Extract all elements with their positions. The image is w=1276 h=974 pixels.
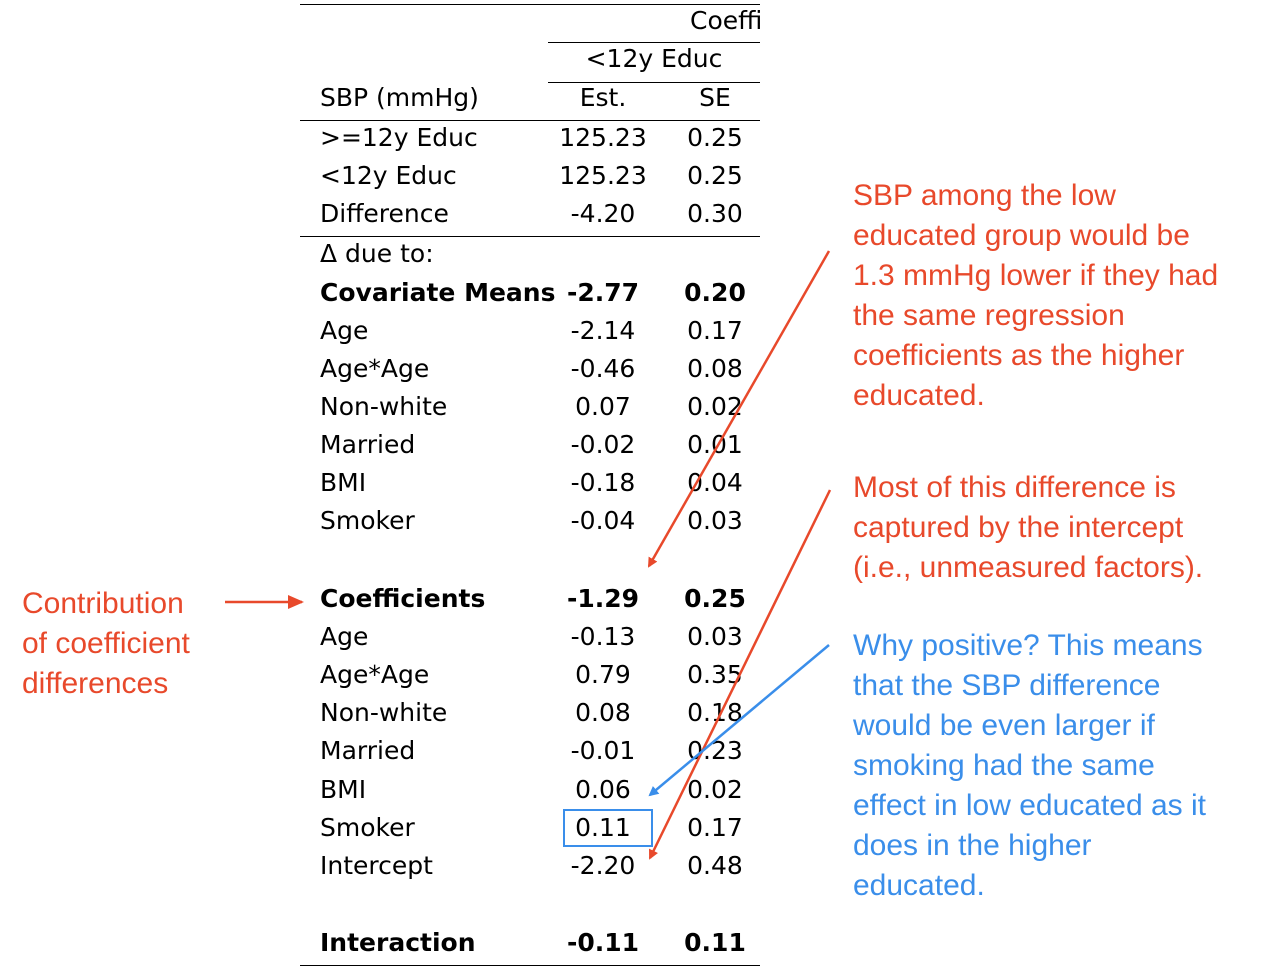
row-label: >=12y Educ — [320, 123, 478, 152]
row-est: 0.08 — [575, 698, 631, 727]
row-label: Age — [320, 622, 369, 651]
row-est: -0.02 — [570, 430, 636, 459]
note-line: coefficients as the higher — [853, 339, 1185, 372]
note-line: does in the higher — [853, 829, 1092, 862]
note-intercept: Most of this difference is captured by t… — [853, 468, 1203, 588]
left-note: Contribution of coefficient differences — [22, 584, 190, 704]
row-se: 0.08 — [687, 354, 743, 383]
header-row-label: SBP (mmHg) — [320, 83, 479, 112]
row-label: Smoker — [320, 506, 415, 535]
note-line: (i.e., unmeasured factors). — [853, 551, 1204, 584]
row-se: 0.25 — [684, 584, 746, 613]
row-est: -2.14 — [570, 316, 636, 345]
header-est: Est. — [579, 83, 627, 112]
smoker-highlight-box — [563, 809, 653, 847]
row-label: Married — [320, 430, 416, 459]
note-line: educated group would be — [853, 219, 1190, 252]
row-est: 0.79 — [575, 660, 631, 689]
row-label: Age — [320, 316, 369, 345]
header-coefficients-partial: Coeffi — [690, 6, 760, 35]
row-se: 0.11 — [684, 928, 746, 957]
row-label: BMI — [320, 468, 367, 497]
header-subgroup-rule — [548, 82, 760, 83]
row-label: Intercept — [320, 851, 433, 880]
row-est: -0.11 — [566, 928, 640, 957]
row-label: Coefficients — [320, 584, 486, 613]
row-est: -2.20 — [570, 851, 636, 880]
row-se: 0.18 — [687, 698, 743, 727]
note-line: that the SBP difference — [853, 669, 1161, 702]
row-est: -0.13 — [570, 622, 636, 651]
row-label: Non-white — [320, 698, 448, 727]
row-est: -1.29 — [566, 584, 640, 613]
note-line: the same regression — [853, 299, 1125, 332]
row-est: -2.77 — [566, 278, 640, 307]
row-se: 0.35 — [687, 660, 743, 689]
note-line: Why positive? This means — [853, 629, 1203, 662]
row-est: 125.23 — [559, 123, 647, 152]
row-se: 0.25 — [687, 161, 743, 190]
note-line: 1.3 mmHg lower if they had — [853, 259, 1219, 292]
row-est: -0.46 — [570, 354, 636, 383]
row-est: 0.06 — [575, 775, 631, 804]
row-est: 125.23 — [559, 161, 647, 190]
note-line: effect in low educated as it — [853, 789, 1206, 822]
arrow-to-intercept — [648, 489, 832, 860]
arrow-to-smoker — [648, 644, 830, 797]
arrow-to-coefficients-total — [647, 250, 831, 568]
row-est: 0.11 — [575, 813, 631, 842]
row-se: 0.17 — [687, 813, 743, 842]
row-est: -4.20 — [570, 199, 636, 228]
header-group-rule — [548, 42, 760, 43]
row-est: 0.07 — [575, 392, 631, 421]
note-line: captured by the intercept — [853, 511, 1184, 544]
row-est: -0.04 — [570, 506, 636, 535]
row-est: -0.18 — [570, 468, 636, 497]
row-se: 0.20 — [684, 278, 746, 307]
table-bottom-rule — [300, 965, 760, 966]
row-se: 0.01 — [687, 430, 743, 459]
row-est: -0.01 — [570, 736, 636, 765]
section-rule — [300, 236, 760, 237]
note-line: Most of this difference is — [853, 471, 1176, 504]
row-se: 0.48 — [687, 851, 743, 880]
row-label: Smoker — [320, 813, 415, 842]
note-line: SBP among the low — [853, 179, 1116, 212]
note-sbp-lower: SBP among the low educated group would b… — [853, 176, 1218, 416]
row-label: Covariate Means — [320, 278, 556, 307]
row-label: <12y Educ — [320, 161, 457, 190]
note-line: educated. — [853, 869, 985, 902]
note-line: educated. — [853, 379, 985, 412]
note-line: of coefficient — [22, 627, 190, 660]
note-line: differences — [22, 667, 169, 700]
note-line: would be even larger if — [853, 709, 1155, 742]
row-se: 0.03 — [687, 506, 743, 535]
header-group: <12y Educ — [585, 44, 723, 73]
row-se: 0.17 — [687, 316, 743, 345]
row-label: Δ due to: — [320, 239, 434, 268]
row-se: 0.02 — [687, 775, 743, 804]
row-label: Interaction — [320, 928, 476, 957]
row-se: 0.03 — [687, 622, 743, 651]
regression-table: Coeffi <12y Educ SBP (mmHg) Est. SE >=12… — [300, 0, 760, 974]
row-se: 0.25 — [687, 123, 743, 152]
row-label: Age*Age — [320, 354, 430, 383]
header-se: SE — [699, 83, 731, 112]
note-line: Contribution — [22, 587, 184, 620]
row-label: BMI — [320, 775, 367, 804]
row-label: Age*Age — [320, 660, 430, 689]
note-line: smoking had the same — [853, 749, 1155, 782]
row-label: Difference — [320, 199, 449, 228]
row-se: 0.30 — [687, 199, 743, 228]
note-why-positive: Why positive? This means that the SBP di… — [853, 626, 1206, 906]
row-label: Married — [320, 736, 416, 765]
table-top-rule — [300, 4, 760, 5]
header-bottom-rule — [300, 120, 760, 121]
row-label: Non-white — [320, 392, 448, 421]
